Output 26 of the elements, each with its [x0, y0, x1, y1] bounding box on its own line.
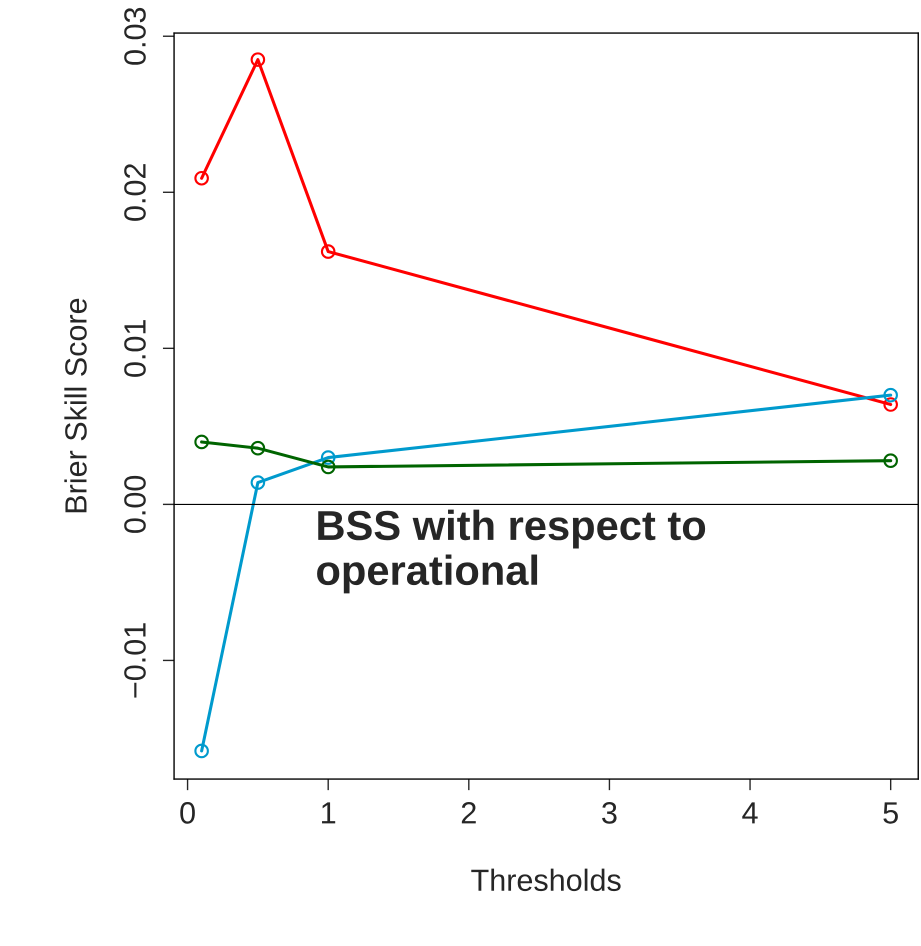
x-tick-label: 1	[322, 802, 336, 824]
x-axis-title: Thresholds	[471, 868, 621, 892]
y-axis-title: Brier Skill Score	[64, 298, 87, 512]
point	[320, 450, 336, 465]
x-tick-label: 5	[883, 802, 898, 824]
y-tick-label: 0.02	[124, 164, 146, 221]
x-tick-label: 4	[742, 802, 758, 824]
y-tick-label: 0.00	[124, 476, 146, 533]
annotation: BSS with respect to operational	[317, 510, 706, 594]
x-tick-label: 2	[462, 802, 476, 824]
x-tick-label: 0	[180, 802, 195, 824]
point	[883, 397, 898, 412]
point	[883, 453, 898, 468]
y-tick-label: 0.01	[124, 320, 146, 377]
point	[194, 434, 209, 450]
point	[320, 244, 336, 259]
point	[320, 460, 336, 474]
point	[883, 388, 898, 402]
point	[194, 170, 209, 186]
y-tick-label: 0.03	[124, 8, 146, 65]
x-tick-label: 3	[602, 802, 617, 824]
point	[194, 744, 209, 758]
y-tick-label: −0.01	[124, 623, 146, 698]
point	[250, 52, 266, 67]
point	[250, 440, 266, 456]
point	[250, 475, 266, 490]
